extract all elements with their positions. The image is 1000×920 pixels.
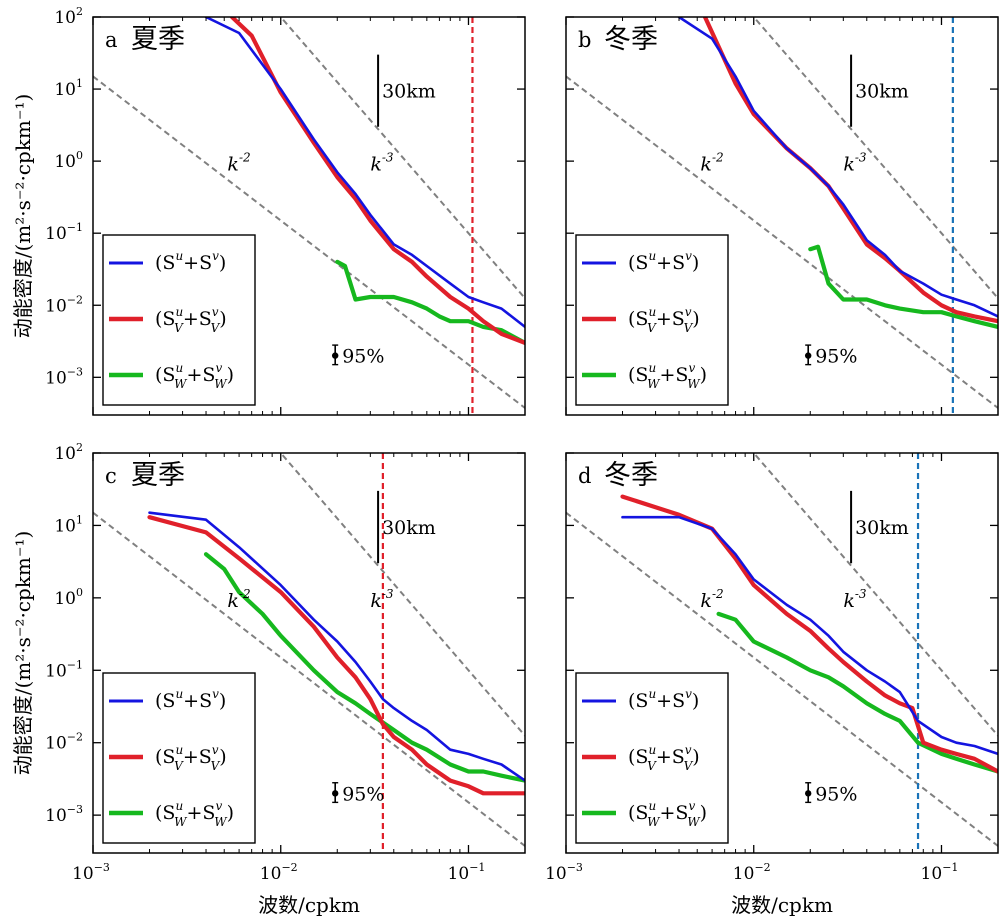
series-line-2 [620,494,998,774]
confidence-dot [331,352,339,359]
x-tick-label: 10−1 [921,861,959,884]
series-line-2 [147,515,525,796]
slope-label-k-2: k-2 [227,150,250,175]
y-tick-label: 102 [54,441,83,464]
x-tick-label: 10−3 [545,861,583,884]
legend-label-1: (Su+Sv) [628,249,699,274]
panel-letter: d [578,464,591,488]
series-line-3 [808,244,998,329]
panel-d: 10−3 10−2 10−1 d 冬季 30km k-2 k-3 95% (Su+Sv) (Su V+… [545,452,999,917]
legend-label-3: (Su W+Sv W) [628,799,707,829]
legend: (Su+Sv) (Su V+Sv V) (Su W+Sv W) [575,672,729,844]
legend-label-2: (Su V+Sv V) [628,743,700,773]
plot-area [93,17,525,415]
confidence-label: 95% [342,783,384,805]
x-tick-label: 10−2 [733,861,771,884]
confidence-dot [804,352,812,359]
slope-label-k-2: k-2 [227,587,250,612]
y-tick-label: 10−1 [45,658,83,681]
plot-area [566,453,998,853]
x-tick-label: 10−1 [448,861,486,884]
y-tick-label: 102 [54,5,83,28]
series-line-1 [148,511,525,782]
legend: (Su+Sv) (Su V+Sv V) (Su W+Sv W) [575,234,729,406]
plot-frame [565,452,999,854]
plot-frame [92,452,526,854]
panel-season-title: 冬季 [604,460,658,491]
x-axis-label: 波数/cpkm [731,893,833,917]
panel-letter: b [578,28,591,52]
y-tick-label: 10−3 [45,803,83,826]
legend-label-2: (Su V+Sv V) [155,305,227,335]
reference-line-k-2 [566,511,998,847]
panel-c: 10−3 10−2 10−1 10−3 10−2 10−1 100 101 102 c 夏季 30km… [11,441,526,917]
plot-area [566,17,998,415]
series-line-3 [335,259,525,345]
x-axis-label: 波数/cpkm [258,893,360,917]
panel-season-title: 夏季 [131,24,185,55]
panel-letter: a [105,28,118,52]
y-tick-label: 100 [54,586,83,609]
y-axis-label: 动能密度/(m²·s⁻²·cpkm⁻¹) [11,531,35,776]
y-tick-label: 10−1 [45,221,83,244]
series-line-1 [677,17,998,318]
panel-season-title: 冬季 [604,24,658,55]
reference-line-k-2 [566,75,998,409]
panel-letter: c [105,464,117,488]
y-axis-label: 动能密度/(m²·s⁻²·cpkm⁻¹) [11,94,35,339]
series-line-2 [229,17,525,345]
plot-area [93,453,525,853]
legend-label-3: (Su W+Sv W) [628,361,707,391]
scale-bar-label: 30km [855,517,909,539]
plot-frame [92,16,526,416]
panel-season-title: 夏季 [131,460,185,491]
scale-bar-label: 30km [382,517,436,539]
panel-a: 10−3 10−2 10−1 100 101 102 a 夏季 30km k-2 k-3 95% (Su… [11,5,526,416]
confidence-label: 95% [342,346,384,368]
slope-label-k-3: k-3 [370,150,394,175]
confidence-dot [331,790,339,797]
y-tick-label: 101 [54,513,83,536]
series-line-2 [702,17,998,324]
confidence-label: 95% [815,783,857,805]
reference-line-k-2 [93,75,525,409]
legend-label-1: (Su+Sv) [155,687,226,712]
y-tick-label: 100 [54,149,83,172]
y-tick-label: 101 [54,77,83,100]
slope-label-k-2: k-2 [700,587,723,612]
y-tick-label: 10−3 [45,365,83,388]
slope-label-k-3: k-3 [843,587,867,612]
reference-line-k-3 [752,453,998,737]
legend-label-3: (Su W+Sv W) [155,799,234,829]
x-tick-label: 10−2 [260,861,298,884]
scale-bar-label: 30km [382,81,436,103]
plot-frame [565,16,999,416]
confidence-dot [804,790,812,797]
reference-line-k-2 [93,511,525,847]
scale-bar-label: 30km [855,81,909,103]
legend-label-3: (Su W+Sv W) [155,361,234,391]
legend-label-1: (Su+Sv) [155,249,226,274]
series-line-3 [203,552,525,783]
confidence-label: 95% [815,346,857,368]
legend-label-1: (Su+Sv) [628,687,699,712]
y-tick-label: 10−2 [45,293,83,316]
reference-line-k-3 [279,453,525,737]
legend: (Su+Sv) (Su V+Sv V) (Su W+Sv W) [102,672,256,844]
slope-label-k-3: k-3 [370,587,394,612]
series-line-1 [621,515,998,756]
y-tick-label: 10−2 [45,731,83,754]
series-line-1 [204,17,525,329]
legend-label-2: (Su V+Sv V) [155,743,227,773]
series-line-3 [716,611,998,774]
legend-label-2: (Su V+Sv V) [628,305,700,335]
x-tick-label: 10−3 [72,861,110,884]
slope-label-k-2: k-2 [700,150,723,175]
legend: (Su+Sv) (Su V+Sv V) (Su W+Sv W) [102,234,256,406]
slope-label-k-3: k-3 [843,150,867,175]
panel-b: b 冬季 30km k-2 k-3 95% (Su+Sv) (Su V+Sv V) (Su W+Sv W… [565,16,999,416]
